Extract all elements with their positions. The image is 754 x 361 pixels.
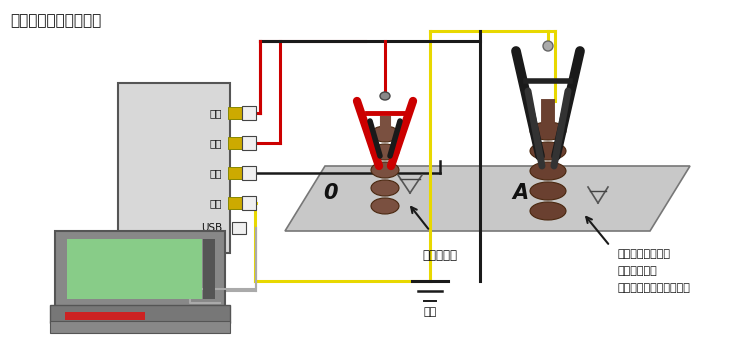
Bar (203, 239, 215, 299)
Ellipse shape (543, 41, 553, 51)
Bar (65, 312, 145, 320)
Bar (242, 196, 256, 210)
Text: 输出: 输出 (210, 168, 222, 178)
Ellipse shape (530, 142, 566, 160)
Bar (55, 231, 225, 311)
Ellipse shape (530, 202, 566, 220)
Ellipse shape (371, 162, 399, 178)
Text: 要求就近接地: 要求就近接地 (618, 266, 657, 276)
Text: 接地: 接地 (424, 307, 437, 317)
Ellipse shape (371, 144, 399, 160)
Text: （接套管下的压紧螺钉）: （接套管下的压紧螺钉） (618, 283, 691, 293)
Ellipse shape (371, 126, 399, 142)
Bar (228, 167, 242, 179)
Bar (50, 305, 230, 323)
Bar (67, 239, 202, 299)
Bar (50, 321, 230, 333)
Text: 信号: 信号 (210, 108, 222, 118)
Ellipse shape (530, 162, 566, 180)
Text: 0: 0 (323, 183, 337, 203)
Ellipse shape (530, 182, 566, 200)
Ellipse shape (380, 92, 390, 100)
Ellipse shape (371, 180, 399, 196)
Text: A: A (512, 183, 528, 203)
Bar (242, 106, 256, 120)
Bar (118, 83, 230, 253)
Text: USB: USB (201, 223, 222, 233)
Ellipse shape (371, 198, 399, 214)
Text: 测试钳尾端接地点: 测试钳尾端接地点 (618, 249, 671, 259)
Bar (228, 107, 242, 119)
Text: 被试变压器: 被试变压器 (422, 249, 458, 262)
Text: 接地: 接地 (210, 198, 222, 208)
Bar (228, 137, 242, 149)
Bar (242, 136, 256, 150)
Bar (228, 197, 242, 209)
Bar (242, 166, 256, 180)
Text: 变压器绕组变形测试仪: 变压器绕组变形测试仪 (10, 13, 101, 28)
Polygon shape (285, 166, 690, 231)
Bar (232, 222, 246, 234)
Text: 输入: 输入 (210, 138, 222, 148)
Ellipse shape (530, 122, 566, 140)
